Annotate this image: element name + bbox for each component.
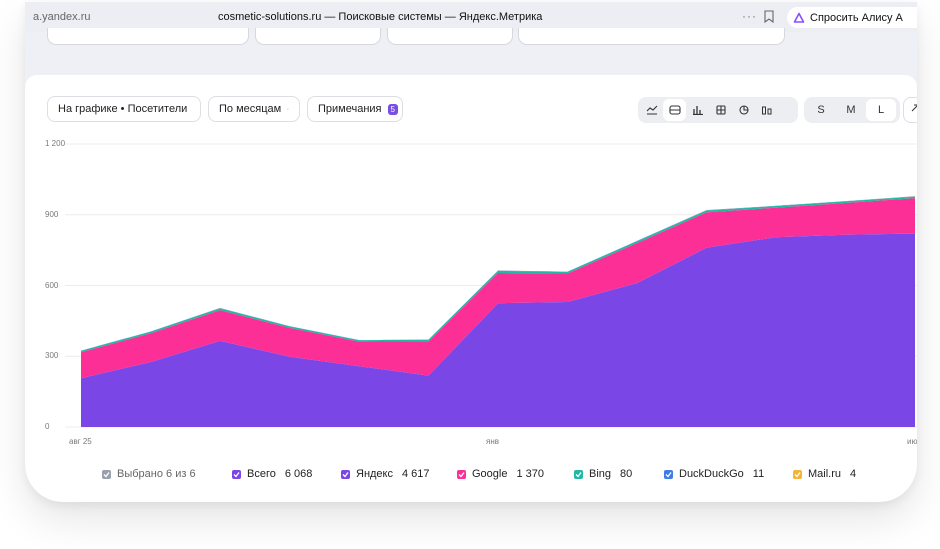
browser-window: a.yandex.ru cosmetic-solutions.ru — Поис… <box>25 2 917 502</box>
x-tick-label: авг 25 <box>69 437 92 446</box>
legend-item-name: DuckDuckGo <box>679 468 744 480</box>
pie-chart-icon[interactable] <box>732 99 755 121</box>
area-series-google[interactable] <box>81 198 915 379</box>
legend-item[interactable]: DuckDuckGo 11 <box>664 468 764 480</box>
checkbox-icon <box>232 469 241 479</box>
legend-item[interactable]: Google 1 370 <box>457 468 544 480</box>
legend-item-name: Bing <box>589 468 612 480</box>
y-tick-label: 300 <box>45 351 59 361</box>
legend-item-value: 80 <box>620 468 633 480</box>
legend-selected-toggle[interactable]: Выбрано 6 из 6 <box>102 468 196 480</box>
grouping-label: По месяцам <box>219 103 282 115</box>
browser-top-bar: a.yandex.ru cosmetic-solutions.ru — Поис… <box>25 2 917 32</box>
filter-chip[interactable] <box>518 28 785 45</box>
size-m-button[interactable]: M <box>846 104 856 116</box>
checkbox-icon <box>102 469 111 479</box>
legend-item-name: Google <box>472 468 508 480</box>
legend-item-value: 11 <box>752 468 765 480</box>
chart-type-switcher <box>638 97 798 123</box>
checkbox-icon <box>793 469 802 479</box>
filter-chip[interactable] <box>47 28 249 45</box>
y-tick-label: 0 <box>45 422 50 431</box>
checkbox-icon <box>664 469 673 479</box>
area-chart-icon[interactable] <box>663 99 686 121</box>
legend-item-name: Яндекс <box>356 468 393 480</box>
x-tick-label: июн <box>907 437 917 446</box>
y-tick-label: 900 <box>45 209 59 219</box>
expand-button[interactable] <box>903 97 917 123</box>
checkbox-icon <box>574 469 583 479</box>
checkbox-icon <box>341 469 350 479</box>
y-tick-label: 600 <box>45 280 59 290</box>
area-series-яндекс[interactable] <box>81 233 915 427</box>
grouping-dropdown[interactable]: По месяцам <box>208 96 300 122</box>
stacked-column-icon[interactable] <box>709 99 732 121</box>
legend-item-value: 1 370 <box>516 468 545 480</box>
legend-selected-label: Выбрано 6 из 6 <box>117 468 196 480</box>
notes-label: Примечания <box>318 103 382 115</box>
alice-icon <box>793 12 805 23</box>
bookmark-icon[interactable] <box>764 10 774 23</box>
line-chart-icon[interactable] <box>640 99 663 121</box>
notes-count-badge: 5 <box>387 103 398 115</box>
filter-chip[interactable] <box>255 28 381 45</box>
legend-item-name: Mail.ru <box>808 468 842 480</box>
size-l-button[interactable]: L <box>866 99 896 121</box>
legend-item[interactable]: Mail.ru 4 <box>793 468 856 480</box>
chart-metric-dropdown[interactable]: На графике • Посетители <box>47 96 201 122</box>
area-chart <box>65 143 917 428</box>
legend-item-name: Всего <box>247 468 276 480</box>
more-menu-icon[interactable]: ··· <box>742 9 757 23</box>
filter-chip[interactable] <box>387 28 513 45</box>
y-tick-label: 1 200 <box>45 139 66 148</box>
legend-item-value: 6 068 <box>284 468 313 480</box>
legend-item[interactable]: Bing 80 <box>574 468 632 480</box>
address-bar[interactable]: a.yandex.ru <box>33 11 91 23</box>
legend-item[interactable]: Всего 6 068 <box>232 468 312 480</box>
column-chart-icon[interactable] <box>686 99 709 121</box>
chevron-down-icon <box>287 108 289 110</box>
notes-button[interactable]: Примечания 5 <box>307 96 403 122</box>
checkbox-icon <box>457 469 466 479</box>
ask-alice-button[interactable]: Спросить Алису А <box>787 7 917 28</box>
ask-alice-label: Спросить Алису А <box>810 11 903 24</box>
bar-chart-icon[interactable] <box>755 99 778 121</box>
chart-metric-label: На графике • Посетители <box>58 103 188 115</box>
chart-size-switcher: S M L <box>804 97 900 123</box>
chart-card: На графике • Посетители По месяцам Приме… <box>25 75 917 502</box>
legend-item-value: 4 617 <box>402 468 430 480</box>
page-title: cosmetic-solutions.ru — Поисковые систем… <box>218 11 543 23</box>
x-tick-label: янв <box>486 437 499 446</box>
expand-icon <box>911 104 917 112</box>
size-s-button[interactable]: S <box>817 104 825 116</box>
legend-item[interactable]: Яндекс 4 617 <box>341 468 430 480</box>
filter-strip <box>25 28 917 66</box>
legend-item-value: 4 <box>850 468 857 480</box>
